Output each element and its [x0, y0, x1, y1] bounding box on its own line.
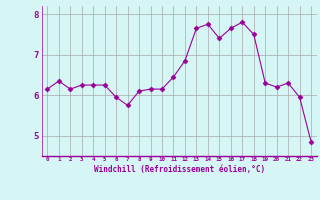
X-axis label: Windchill (Refroidissement éolien,°C): Windchill (Refroidissement éolien,°C)	[94, 165, 265, 174]
